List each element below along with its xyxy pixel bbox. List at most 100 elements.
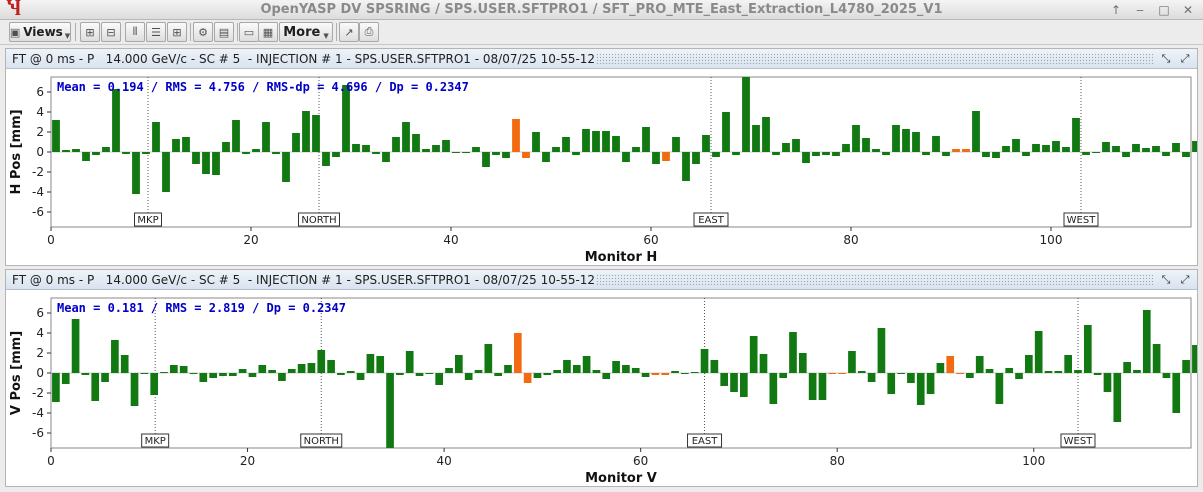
close-icon[interactable]: ✕ [1182,3,1194,17]
maximize-icon[interactable]: □ [1158,3,1170,17]
bar [1142,148,1150,152]
bar [72,149,80,152]
y-tick-label: -6 [32,426,44,440]
views-button[interactable]: ▣ Views ▼ [9,22,71,42]
bar [142,152,150,154]
bar [681,373,689,374]
bar [1015,373,1023,379]
bar [1162,152,1170,156]
marker-label: WEST [1064,436,1094,447]
bar [592,131,600,152]
bar [474,370,483,373]
h-panel-header[interactable]: FT @ 0 ms - P 14.000 GeV/c - SC # 5 - IN… [6,49,1197,69]
bar [952,149,960,152]
pin-icon[interactable]: ↑ [1110,3,1122,17]
bar [272,152,280,154]
bar [366,354,375,373]
window-title: OpenYASP DV SPSRING / SPS.USER.SFTPRO1 /… [260,2,943,17]
grid-layout-button[interactable]: ⊞ [80,22,100,42]
bar [297,364,306,373]
x-tick-label: 0 [47,454,55,468]
y-tick-label: -4 [32,406,44,420]
blank-window-button[interactable]: ▭ [239,22,259,42]
bar [392,137,400,152]
bar [1052,141,1060,152]
bar [278,373,286,381]
bar [282,152,290,182]
window-title-bar[interactable]: Ⴏ OpenYASP DV SPSRING / SPS.USER.SFTPRO1… [0,0,1203,20]
export-icon: ↗ [344,25,354,39]
more-label: More [283,24,321,40]
maximize-panel-icon[interactable]: ⤢ [1180,52,1190,65]
table-icon: ▦ [262,25,274,39]
bar [130,373,139,406]
bar [120,355,129,373]
x-axis-label: Monitor V [585,471,657,486]
bar [435,373,444,385]
bar [641,373,650,377]
bar [730,373,738,392]
chevron-down-icon: ▼ [64,32,71,40]
marker-label-box [298,212,340,227]
x-tick-label: 80 [843,233,858,247]
bar [1062,147,1070,152]
chevron-down-icon: ▼ [323,32,329,40]
bar [82,152,90,161]
bar [612,361,620,373]
export-button[interactable]: ↗ [339,22,359,42]
yasp-logo-icon: Ⴏ [6,0,22,20]
y-tick-label: 6 [36,85,44,99]
minimize-icon[interactable]: ‒ [1136,3,1144,17]
bar [812,152,820,156]
bar [242,152,250,154]
restore-icon[interactable]: ⤡ [1161,273,1171,286]
rows-layout-button[interactable]: ☰ [146,22,166,42]
split-layout-button[interactable]: ⊟ [101,22,121,42]
print-icon: ⎙ [364,25,374,38]
columns-layout-button[interactable]: ⫴ [125,22,145,42]
v-panel-header[interactable]: FT @ 0 ms - P 14.000 GeV/c - SC # 5 - IN… [6,270,1197,290]
x-tick-label: 60 [633,454,648,468]
bar [842,144,850,152]
maximize-panel-icon[interactable]: ⤢ [1180,273,1190,286]
bar [1025,355,1033,373]
v-position-chart[interactable]: MKP NORTH EAST WEST Mean = 0.181 / RMS = 2.8… [6,290,1197,486]
y-tick-label: 6 [36,306,44,320]
y-tick-label: -4 [32,185,44,199]
bar [742,77,750,152]
table-window-button[interactable]: ▦ [258,22,278,42]
h-panel-title: FT @ 0 ms - P 14.000 GeV/c - SC # 5 - IN… [12,52,596,66]
x-tick-label: 40 [436,454,451,468]
bar [462,152,470,153]
bar [1034,331,1043,373]
v-orbit-panel: FT @ 0 ms - P 14.000 GeV/c - SC # 5 - IN… [5,269,1198,487]
h-orbit-panel: FT @ 0 ms - P 14.000 GeV/c - SC # 5 - IN… [5,48,1198,266]
bar [553,370,561,373]
h-position-chart[interactable]: MKP NORTH EAST WEST Mean = 0.194 / RMS = 4.7… [6,69,1197,265]
bar [722,112,730,152]
bar [692,152,700,164]
bar [472,147,480,152]
restore-icon[interactable]: ⤡ [1161,52,1171,65]
bar [91,373,100,401]
bar [219,373,227,376]
bar [762,117,770,152]
y-axis-label: V Pos [mm] [9,331,24,415]
bar [946,356,955,373]
bar [582,129,590,152]
more-button[interactable]: More ▼ [279,22,333,42]
settings-window-button[interactable]: ⚙ [193,22,213,42]
bar [402,122,410,152]
list-window-button[interactable]: ▤ [214,22,234,42]
tiles-layout-button[interactable]: ⊞ [167,22,187,42]
bar [700,349,709,373]
print-button[interactable]: ⎙ [359,22,379,42]
bar [720,373,729,386]
bar [140,373,149,374]
marker-label: MKP [145,436,166,447]
bar [425,373,434,374]
y-tick-label: 2 [36,125,44,139]
bar [916,373,925,405]
plot-area: MKP NORTH EAST WEST Mean = 0.181 / RMS = 2.8… [9,297,1197,486]
bar [332,152,340,157]
